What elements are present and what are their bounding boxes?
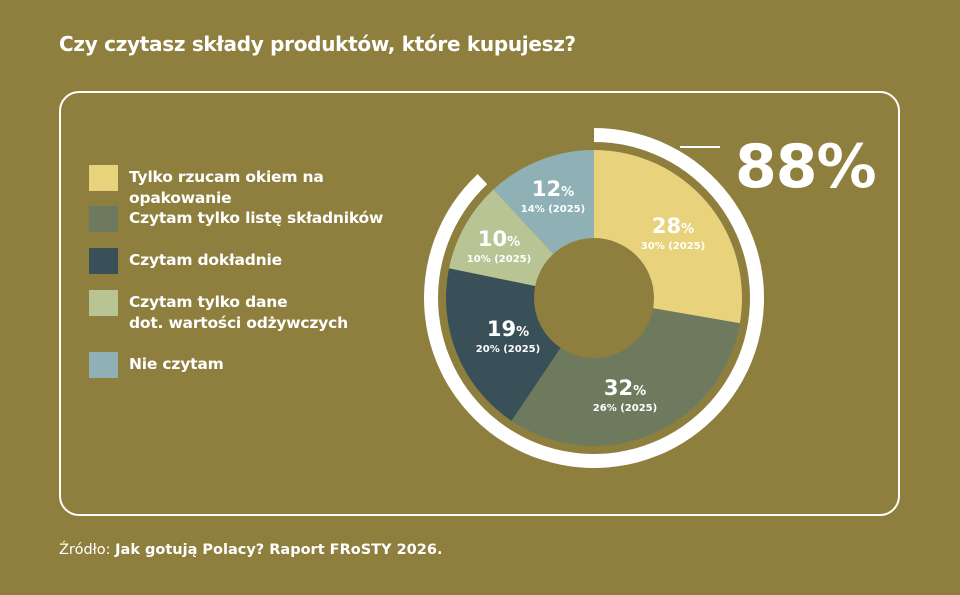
slice-label-4: 12% 14% (2025) [520,177,586,215]
legend-item-dont-read: Nie czytam [89,352,429,378]
donut-slice [511,298,740,447]
legend-swatch [89,165,118,191]
big-stat: 88% [735,132,877,202]
donut-hole [534,238,654,358]
legend-swatch [89,206,118,232]
legend-item-ingredients: Czytam tylko listę składników [89,206,429,232]
chart-title: Czy czytasz składy produktów, które kupu… [59,32,576,56]
chart-card [59,91,900,516]
legend-label: Czytam tylko listę składników [129,209,384,227]
slice-label-0: 28% 30% (2025) [640,214,706,252]
slice-label-1: 32% 26% (2025) [592,376,658,414]
slice-label-3: 10% 10% (2025) [466,227,532,265]
legend-swatch [89,352,118,378]
annotation-line [680,146,720,148]
slice-label-2: 19% 20% (2025) [475,317,541,355]
legend-item-nutrition: Czytam tylko dane dot. wartości odżywczy… [89,290,429,334]
source-note: Źródło: Jak gotują Polacy? Raport FRoSTY… [59,542,443,558]
legend-label: Nie czytam [129,355,224,373]
legend-label: Czytam dokładnie [129,251,282,269]
legend-label: Tylko rzucam okiem na opakowanie [129,168,324,207]
legend-item-glance: Tylko rzucam okiem na opakowanie [89,165,429,209]
legend-item-carefully: Czytam dokładnie [89,248,429,274]
legend-swatch [89,248,118,274]
legend-label: Czytam tylko dane dot. wartości odżywczy… [129,293,348,332]
legend-swatch [89,290,118,316]
